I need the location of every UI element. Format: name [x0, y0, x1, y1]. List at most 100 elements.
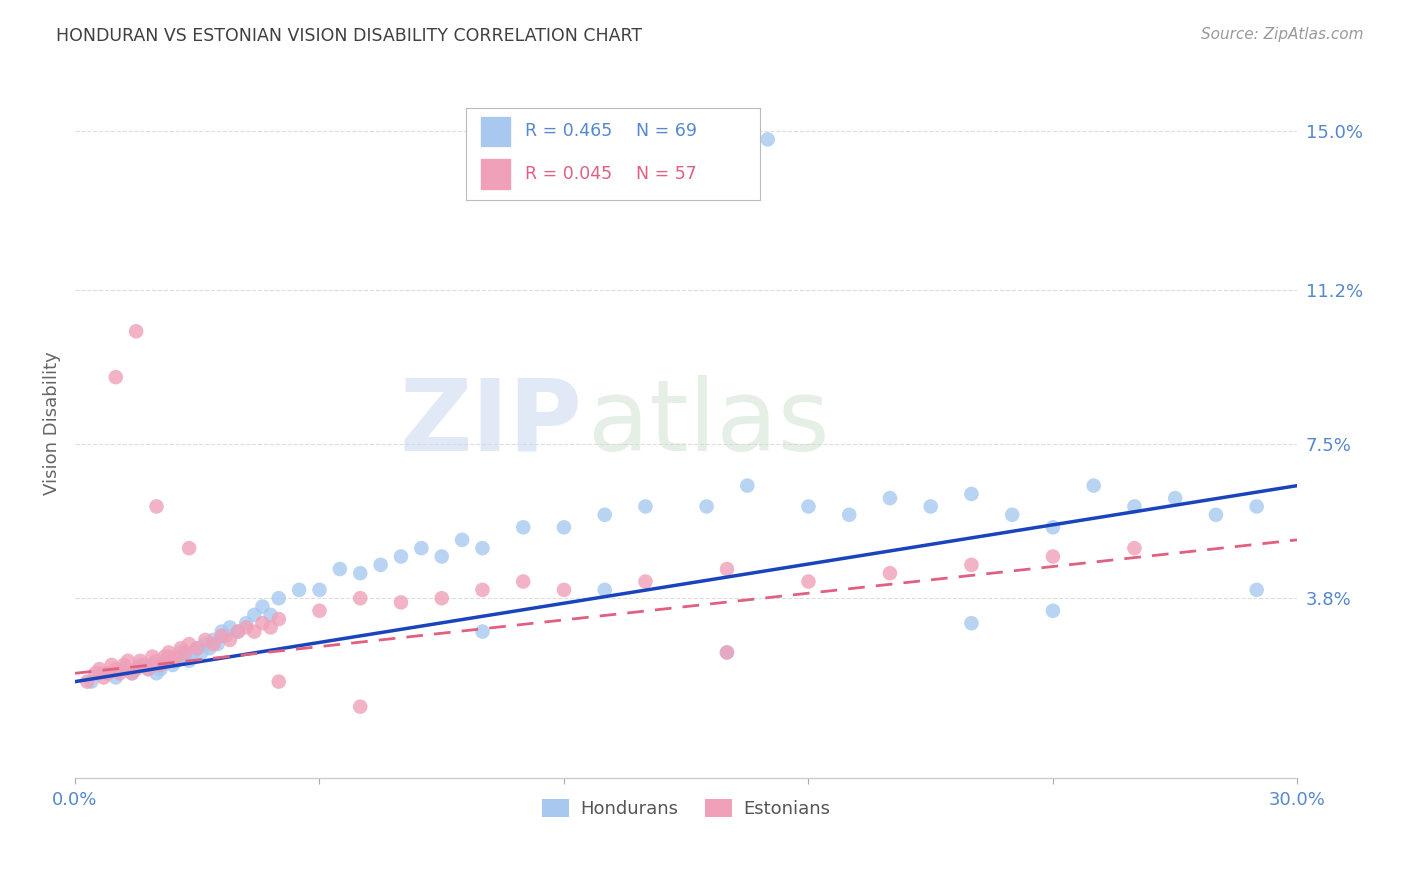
Point: [252, 616, 274, 631]
Point: [104, 370, 127, 384]
Point: [76, 674, 98, 689]
Point: [162, 654, 184, 668]
Point: [716, 562, 738, 576]
Point: [716, 645, 738, 659]
Point: [174, 645, 197, 659]
Point: [329, 562, 352, 576]
Point: [194, 637, 217, 651]
Point: [104, 670, 127, 684]
Point: [430, 549, 453, 564]
Point: [308, 604, 330, 618]
Legend: Hondurans, Estonians: Hondurans, Estonians: [536, 791, 838, 825]
Point: [1001, 508, 1024, 522]
Point: [207, 637, 229, 651]
Point: [634, 574, 657, 589]
Point: [117, 654, 139, 668]
Point: [177, 637, 200, 651]
Point: [960, 558, 983, 572]
Point: [308, 582, 330, 597]
Point: [138, 662, 160, 676]
Point: [349, 699, 371, 714]
Point: [166, 649, 188, 664]
Point: [879, 491, 901, 505]
Point: [349, 566, 371, 581]
Point: [218, 632, 240, 647]
Point: [797, 500, 820, 514]
Point: [89, 662, 111, 676]
Point: [138, 662, 160, 676]
Point: [1123, 500, 1146, 514]
Point: [211, 629, 233, 643]
Point: [145, 500, 167, 514]
Point: [259, 620, 281, 634]
Point: [202, 632, 225, 647]
Point: [93, 670, 115, 684]
Point: [121, 666, 143, 681]
Point: [170, 641, 193, 656]
Point: [174, 649, 197, 664]
Point: [198, 641, 221, 656]
Point: [226, 624, 249, 639]
Y-axis label: Vision Disability: Vision Disability: [44, 351, 60, 495]
Point: [553, 582, 575, 597]
Point: [471, 624, 494, 639]
Point: [235, 620, 257, 634]
Point: [162, 657, 184, 672]
Point: [1205, 508, 1227, 522]
Point: [553, 520, 575, 534]
Point: [267, 612, 290, 626]
Point: [512, 574, 534, 589]
Point: [696, 500, 718, 514]
Point: [226, 624, 249, 639]
Point: [267, 591, 290, 606]
Point: [97, 666, 120, 681]
Point: [112, 657, 135, 672]
Point: [1042, 520, 1064, 534]
Point: [243, 624, 266, 639]
Point: [1246, 500, 1268, 514]
Point: [141, 657, 163, 672]
Point: [170, 645, 193, 659]
Point: [186, 641, 208, 656]
Point: [125, 662, 148, 676]
Point: [129, 657, 152, 672]
Point: [411, 541, 433, 556]
Point: [252, 599, 274, 614]
Point: [149, 662, 172, 676]
Point: [267, 674, 290, 689]
Point: [125, 324, 148, 338]
Point: [1164, 491, 1187, 505]
Text: atlas: atlas: [589, 375, 830, 472]
Point: [112, 662, 135, 676]
Point: [153, 649, 176, 664]
Point: [920, 500, 942, 514]
Point: [145, 666, 167, 681]
Point: [243, 607, 266, 622]
Point: [430, 591, 453, 606]
Point: [1042, 604, 1064, 618]
Point: [202, 637, 225, 651]
Text: ZIP: ZIP: [399, 375, 582, 472]
Point: [181, 645, 204, 659]
Point: [211, 624, 233, 639]
Point: [593, 582, 616, 597]
Point: [84, 666, 107, 681]
Point: [512, 520, 534, 534]
Point: [194, 632, 217, 647]
Point: [145, 654, 167, 668]
Point: [149, 657, 172, 672]
Point: [737, 478, 759, 492]
Point: [593, 508, 616, 522]
Point: [879, 566, 901, 581]
Point: [389, 595, 412, 609]
Point: [960, 487, 983, 501]
Point: [89, 666, 111, 681]
Point: [797, 574, 820, 589]
Point: [634, 500, 657, 514]
Point: [1042, 549, 1064, 564]
Point: [141, 649, 163, 664]
Point: [134, 657, 156, 672]
Point: [190, 645, 212, 659]
Point: [129, 654, 152, 668]
Point: [471, 541, 494, 556]
